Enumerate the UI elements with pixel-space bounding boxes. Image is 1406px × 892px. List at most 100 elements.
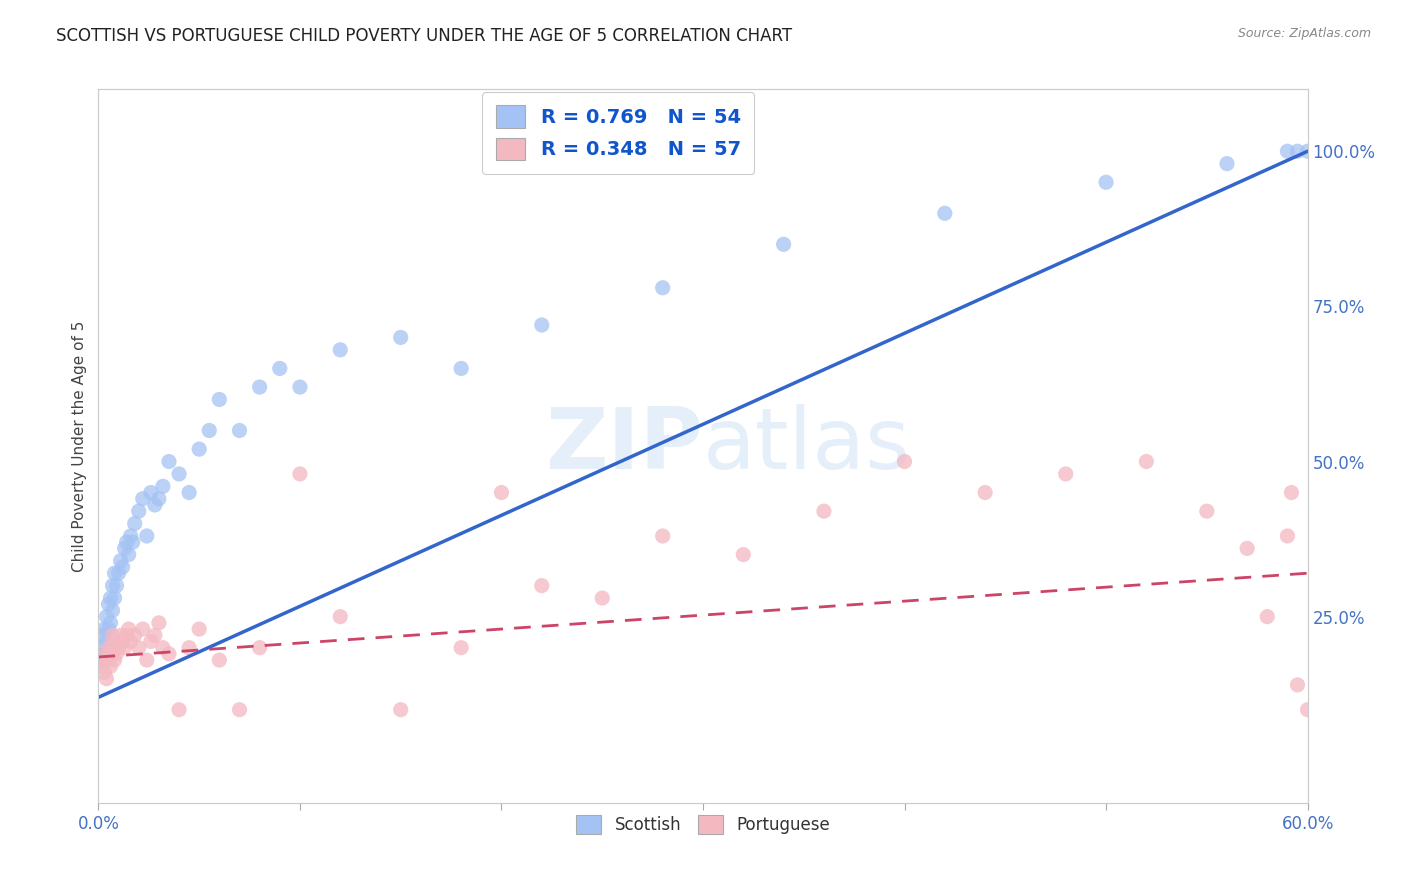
Point — [329, 343, 352, 357]
Point — [103, 591, 125, 605]
Point — [101, 640, 124, 655]
Point — [110, 554, 132, 568]
Point — [114, 640, 136, 655]
Point — [132, 491, 155, 506]
Point — [120, 529, 142, 543]
Point — [148, 615, 170, 630]
Point — [93, 647, 115, 661]
Point — [893, 454, 915, 468]
Point — [651, 529, 673, 543]
Point — [530, 579, 553, 593]
Point — [1277, 145, 1299, 159]
Text: SCOTTISH VS PORTUGUESE CHILD POVERTY UNDER THE AGE OF 5 CORRELATION CHART: SCOTTISH VS PORTUGUESE CHILD POVERTY UND… — [56, 27, 793, 45]
Point — [188, 442, 211, 456]
Point — [97, 597, 120, 611]
Point — [288, 380, 311, 394]
Point — [100, 647, 122, 661]
Point — [974, 485, 997, 500]
Point — [107, 566, 129, 581]
Point — [733, 548, 755, 562]
Point — [97, 622, 120, 636]
Point — [128, 504, 150, 518]
Point — [118, 548, 141, 562]
Point — [120, 634, 142, 648]
Point — [93, 622, 115, 636]
Point — [591, 591, 613, 605]
Point — [228, 703, 250, 717]
Legend: Scottish, Portuguese: Scottish, Portuguese — [567, 805, 839, 845]
Point — [1256, 609, 1278, 624]
Point — [208, 392, 231, 407]
Point — [450, 640, 472, 655]
Point — [157, 454, 180, 468]
Point — [135, 653, 157, 667]
Point — [96, 672, 118, 686]
Point — [115, 535, 138, 549]
Point — [103, 566, 125, 581]
Point — [143, 628, 166, 642]
Point — [100, 591, 122, 605]
Point — [107, 640, 129, 655]
Point — [179, 485, 201, 500]
Point — [100, 615, 122, 630]
Point — [132, 622, 155, 636]
Point — [167, 467, 190, 481]
Point — [152, 640, 174, 655]
Text: Source: ZipAtlas.com: Source: ZipAtlas.com — [1237, 27, 1371, 40]
Point — [118, 622, 141, 636]
Point — [157, 647, 180, 661]
Point — [269, 361, 291, 376]
Point — [167, 703, 190, 717]
Point — [91, 653, 114, 667]
Point — [103, 653, 125, 667]
Point — [188, 622, 211, 636]
Point — [105, 647, 128, 661]
Point — [124, 516, 146, 531]
Point — [97, 653, 120, 667]
Point — [111, 560, 134, 574]
Text: atlas: atlas — [703, 404, 911, 488]
Point — [228, 424, 250, 438]
Point — [179, 640, 201, 655]
Y-axis label: Child Poverty Under the Age of 5: Child Poverty Under the Age of 5 — [72, 320, 87, 572]
Point — [1216, 156, 1239, 170]
Point — [111, 634, 134, 648]
Point — [101, 603, 124, 617]
Point — [1296, 145, 1319, 159]
Point — [139, 634, 162, 648]
Point — [772, 237, 794, 252]
Point — [91, 653, 114, 667]
Point — [1296, 703, 1319, 717]
Point — [100, 659, 122, 673]
Point — [249, 640, 271, 655]
Point — [813, 504, 835, 518]
Point — [208, 653, 231, 667]
Point — [139, 485, 162, 500]
Point — [110, 628, 132, 642]
Point — [288, 467, 311, 481]
Point — [152, 479, 174, 493]
Point — [1135, 454, 1157, 468]
Point — [491, 485, 513, 500]
Point — [450, 361, 472, 376]
Point — [96, 647, 118, 661]
Point — [389, 330, 412, 344]
Point — [121, 535, 143, 549]
Point — [114, 541, 136, 556]
Point — [329, 609, 352, 624]
Point — [101, 628, 124, 642]
Point — [143, 498, 166, 512]
Point — [651, 281, 673, 295]
Point — [96, 634, 118, 648]
Point — [103, 634, 125, 648]
Point — [389, 703, 412, 717]
Point — [1054, 467, 1077, 481]
Point — [1236, 541, 1258, 556]
Point — [124, 628, 146, 642]
Point — [249, 380, 271, 394]
Point — [105, 579, 128, 593]
Point — [135, 529, 157, 543]
Point — [96, 609, 118, 624]
Point — [1286, 678, 1309, 692]
Point — [1286, 145, 1309, 159]
